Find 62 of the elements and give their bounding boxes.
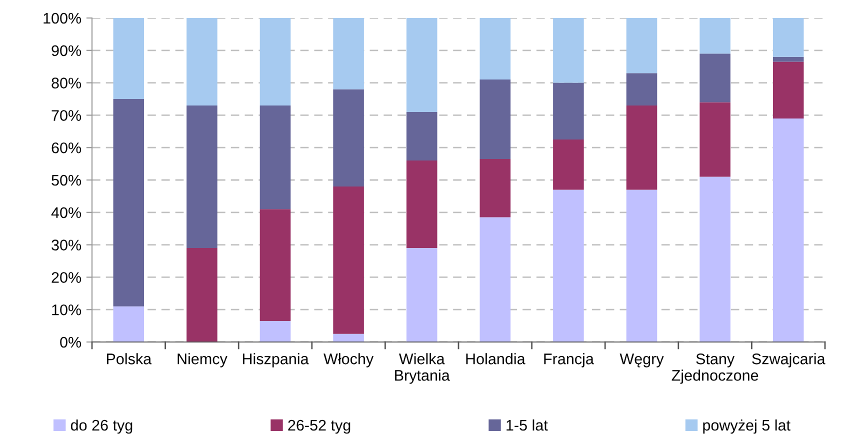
- bar: [700, 54, 730, 102]
- x-tick-label: Wielka Brytania: [395, 353, 450, 384]
- bar: [186, 248, 218, 342]
- bar: [553, 18, 584, 83]
- bar: [406, 248, 438, 342]
- legend-label: 26-52 tyg: [288, 420, 350, 434]
- bar: [626, 105, 658, 190]
- bar: [772, 56, 804, 62]
- x-tick-label: Szwajcaria: [752, 353, 826, 368]
- y-tick-label: 30%: [52, 240, 82, 250]
- bar: [113, 306, 144, 342]
- bar: [553, 190, 584, 342]
- bar: [333, 89, 364, 186]
- y-tick-label: 60%: [52, 142, 82, 154]
- x-tick-label: Hiszpania: [242, 353, 309, 368]
- bar: [406, 160, 438, 248]
- bar: [406, 18, 438, 112]
- bar: [406, 112, 438, 161]
- bar: [260, 320, 291, 342]
- legend-label: 1-5 lat: [506, 419, 548, 431]
- bar: [772, 18, 804, 57]
- bar: [186, 18, 218, 106]
- x-tick-label: Francja: [544, 353, 594, 368]
- bar: [700, 176, 730, 342]
- bar: [553, 82, 584, 140]
- x-tick-label: Węgry: [620, 354, 664, 368]
- bar: [480, 217, 511, 342]
- bar: [480, 18, 511, 80]
- bar: [553, 140, 584, 190]
- bar: [113, 18, 144, 99]
- bar: [626, 18, 658, 74]
- bar: [113, 99, 144, 306]
- y-tick-label: 0%: [60, 336, 82, 348]
- bar: [186, 105, 218, 248]
- bar: [772, 62, 804, 118]
- legend-label: powyżej 5 lat: [703, 419, 790, 434]
- x-tick-label: Włochy: [324, 353, 374, 368]
- bar: [260, 105, 291, 210]
- x-tick-label: Polska: [106, 353, 152, 364]
- bar: [626, 73, 658, 106]
- y-tick-label: 70%: [52, 110, 82, 121]
- bar: [772, 118, 804, 342]
- bar: [480, 158, 511, 218]
- bar: [333, 334, 364, 342]
- bar: [480, 80, 511, 159]
- bar: [626, 190, 658, 342]
- y-tick-label: 100%: [44, 12, 82, 24]
- y-tick-label: 10%: [52, 304, 82, 316]
- x-tick-label: Holandia: [466, 353, 526, 364]
- y-tick-label: 80%: [52, 78, 82, 88]
- y-tick-label: 20%: [52, 272, 82, 283]
- y-tick-label: 50%: [52, 174, 82, 186]
- bar: [333, 18, 364, 90]
- y-tick-label: 90%: [52, 45, 82, 56]
- bar: [260, 18, 291, 106]
- bar: [700, 18, 730, 54]
- legend-label: do 26 tyg: [70, 419, 132, 434]
- bar: [260, 209, 291, 321]
- bar: [700, 102, 730, 177]
- bar: [333, 186, 364, 334]
- y-tick-label: 40%: [51, 207, 82, 218]
- x-tick-label: Niemcy: [178, 353, 228, 368]
